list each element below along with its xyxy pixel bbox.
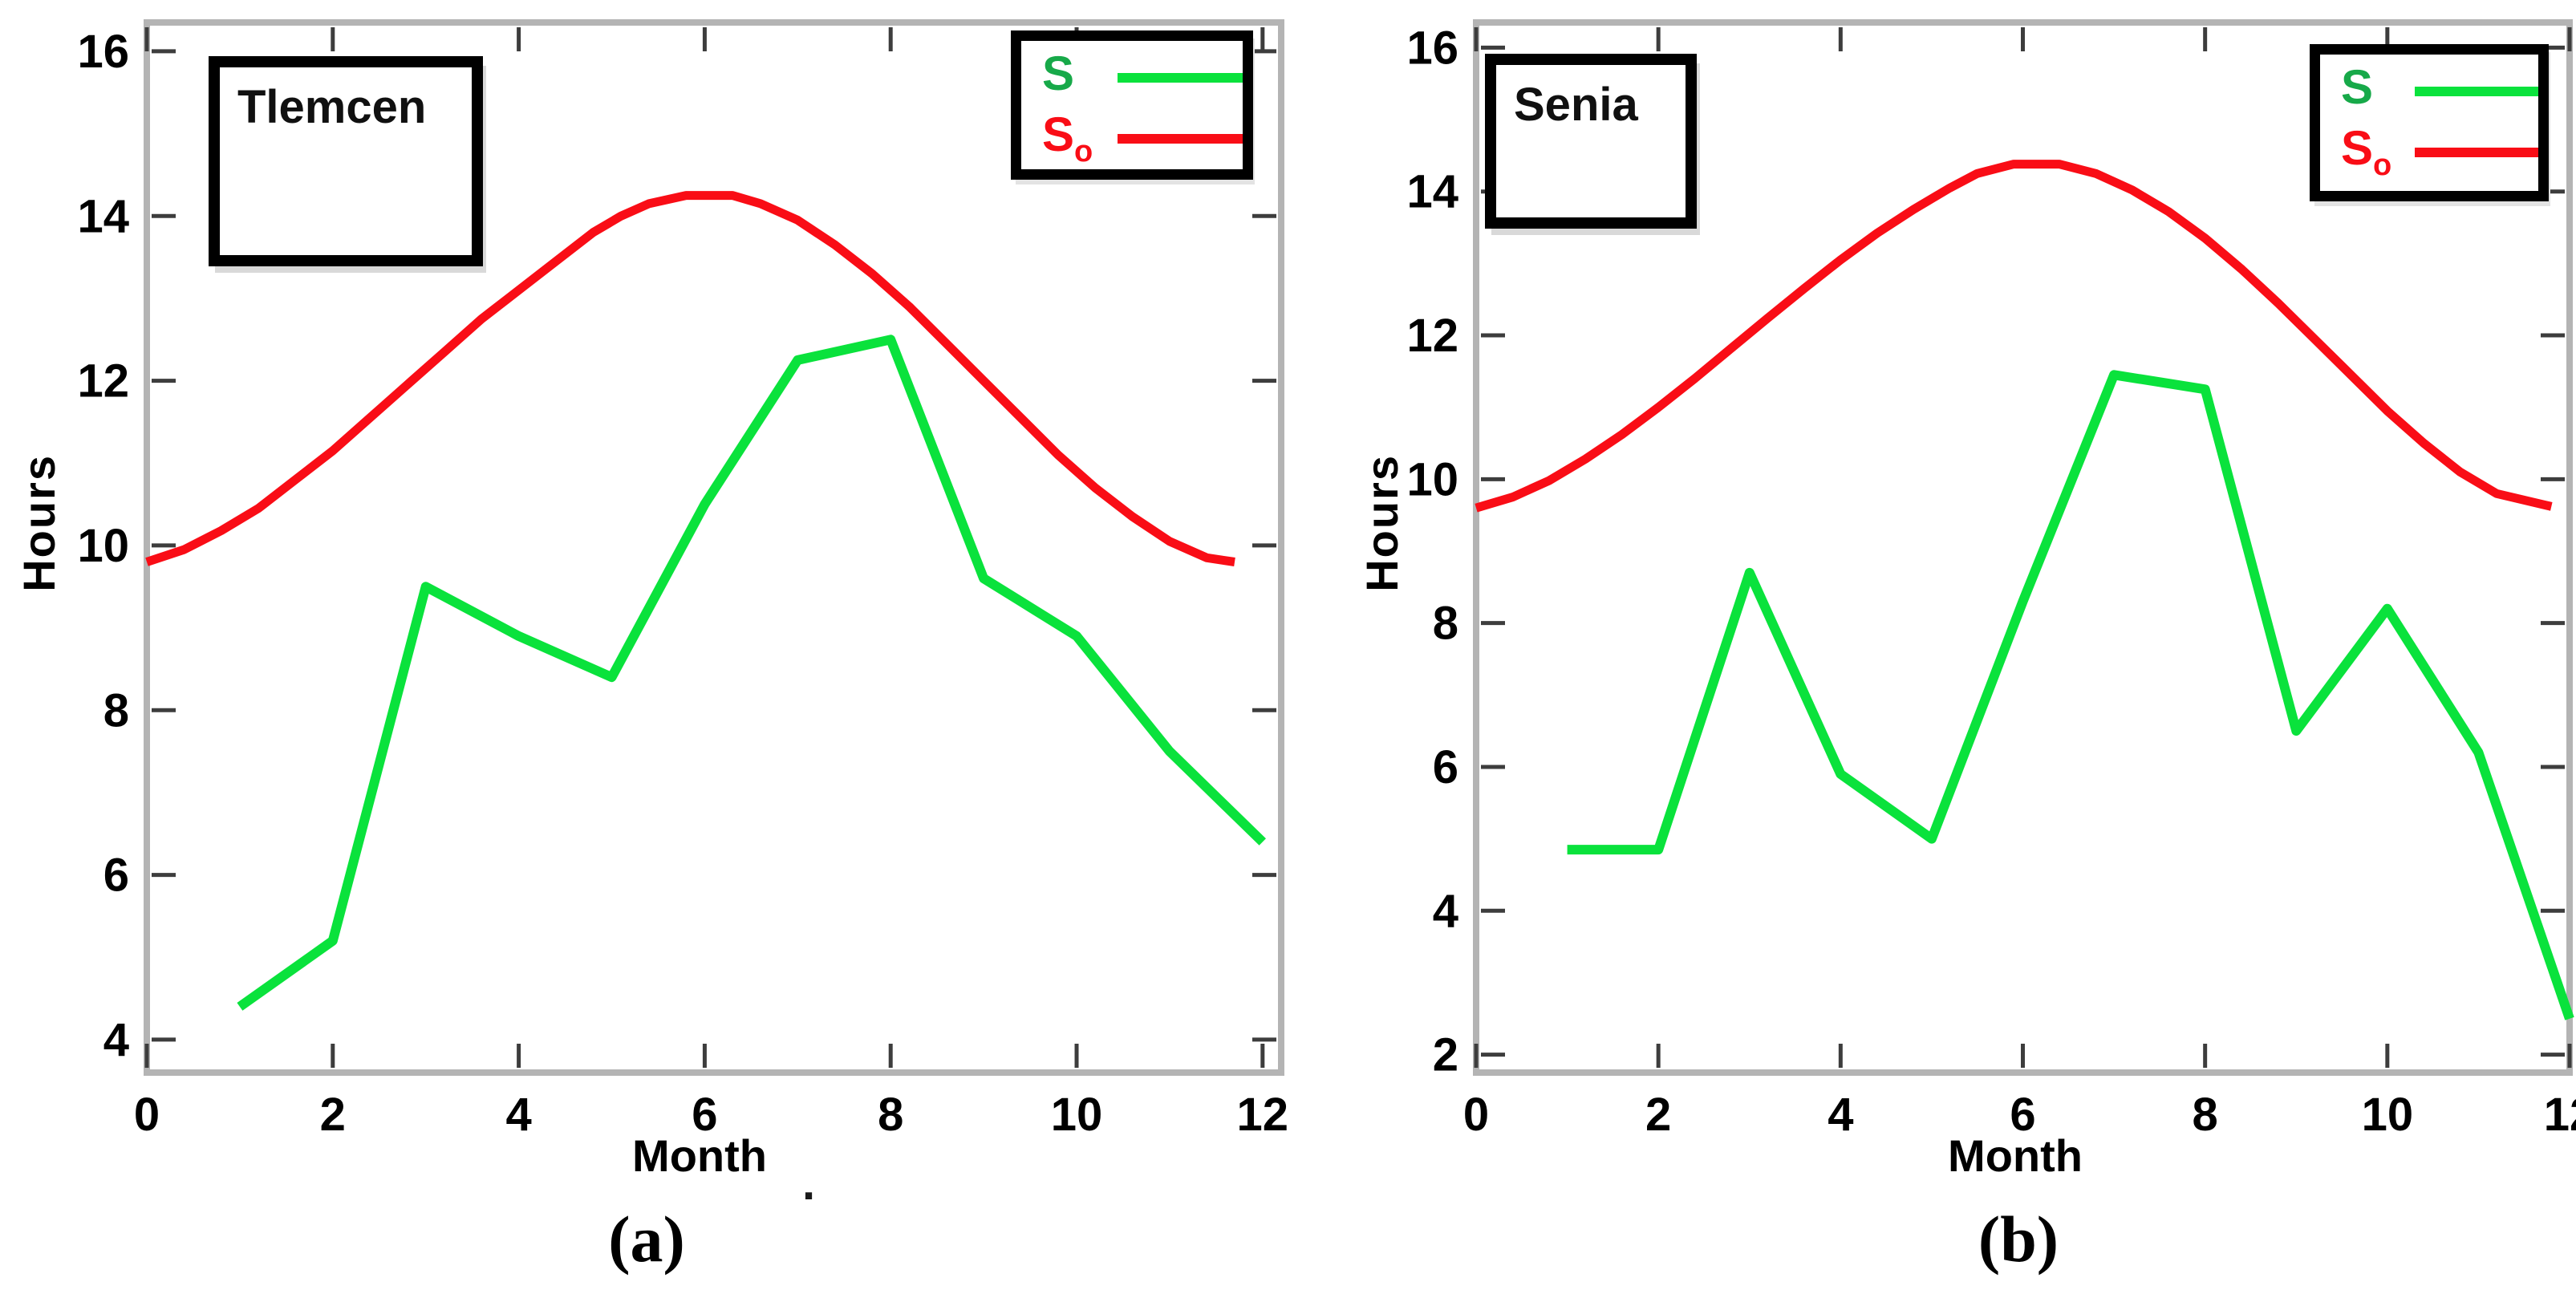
legend-label-so-sub: o xyxy=(1074,135,1093,168)
series-line-so-a xyxy=(145,191,1235,566)
station-label-tlemcen: Tlemcen xyxy=(237,81,427,133)
x-tick-label: 0 xyxy=(134,1089,160,1141)
series-line-so-b xyxy=(1475,160,2553,513)
x-tick-label: 4 xyxy=(505,1089,531,1141)
stray-mark: . xyxy=(802,1158,816,1210)
x-tick-label: 12 xyxy=(2544,1089,2576,1141)
y-tick-label: 14 xyxy=(77,190,129,242)
x-axis-title-a: Month xyxy=(632,1130,767,1181)
y-tick-label: 4 xyxy=(1433,885,1458,937)
legend-swatch-s-line xyxy=(2415,87,2538,96)
x-tick-label: 6 xyxy=(692,1089,717,1141)
y-tick-label: 12 xyxy=(1406,310,1458,362)
x-tick-label: 6 xyxy=(2010,1089,2035,1141)
legend-label-s-text: S xyxy=(2341,60,2374,114)
x-tick-label: 10 xyxy=(1051,1089,1103,1141)
legend-label-so: So xyxy=(2341,124,2415,181)
x-tick-label: 12 xyxy=(1237,1089,1289,1141)
y-tick-label: 16 xyxy=(1406,22,1458,74)
x-tick-label: 10 xyxy=(2362,1089,2414,1141)
y-tick-label: 8 xyxy=(1433,598,1458,650)
x-tick-label: 0 xyxy=(1463,1089,1489,1141)
y-axis-title-b: Hours xyxy=(1357,454,1407,592)
y-tick-label: 2 xyxy=(1433,1029,1458,1081)
legend-label-s-text: S xyxy=(1042,47,1075,100)
y-tick-label: 6 xyxy=(103,850,129,902)
x-tick-label: 4 xyxy=(1828,1089,1853,1141)
plot-frame-a xyxy=(144,19,1284,1076)
x-tick-label: 2 xyxy=(1645,1089,1671,1141)
station-box-senia: Senia xyxy=(1485,54,1697,229)
y-tick-label: 6 xyxy=(1433,741,1458,793)
y-tick-label: 10 xyxy=(77,520,129,572)
x-axis-title-b: Month xyxy=(1948,1130,2083,1181)
station-box-tlemcen: Tlemcen xyxy=(209,56,483,266)
legend-item-so: So xyxy=(2341,122,2538,183)
legend-swatch-so-line xyxy=(1117,134,1243,144)
legend-swatch-so-line xyxy=(2415,148,2538,157)
series-line-s-a xyxy=(237,335,1266,1011)
x-tick-label: 8 xyxy=(2193,1089,2218,1141)
legend-item-s: S xyxy=(2341,61,2538,122)
y-tick-label: 10 xyxy=(1406,453,1458,505)
legend-label-so-text: S xyxy=(1042,107,1075,161)
y-tick-label: 16 xyxy=(77,26,129,78)
legend-label-so: So xyxy=(1042,111,1118,168)
legend-label-so-sub: o xyxy=(2373,148,2392,182)
legend-swatch-s-line xyxy=(1117,73,1243,83)
y-axis-title-a: Hours xyxy=(14,454,64,592)
y-tick-label: 8 xyxy=(103,684,129,736)
legend-chart-a: S So xyxy=(1011,30,1253,180)
legend-label-so-text: S xyxy=(2341,121,2374,175)
legend-item-s: S xyxy=(1042,47,1243,108)
plot-frame-b xyxy=(1473,19,2573,1076)
series-line-s-b xyxy=(1567,370,2574,1020)
y-tick-label: 12 xyxy=(77,355,129,408)
x-tick-label: 8 xyxy=(878,1089,903,1141)
caption-a: (a) xyxy=(608,1203,685,1276)
x-tick-label: 2 xyxy=(320,1089,346,1141)
legend-label-s: S xyxy=(1042,50,1118,106)
caption-b: (b) xyxy=(1978,1203,2059,1276)
legend-chart-b: S So xyxy=(2310,44,2549,201)
legend-label-s: S xyxy=(2341,63,2415,120)
y-tick-label: 14 xyxy=(1406,166,1458,218)
station-label-senia: Senia xyxy=(1514,79,1638,131)
y-tick-label: 4 xyxy=(103,1014,129,1066)
legend-item-so: So xyxy=(1042,108,1243,169)
